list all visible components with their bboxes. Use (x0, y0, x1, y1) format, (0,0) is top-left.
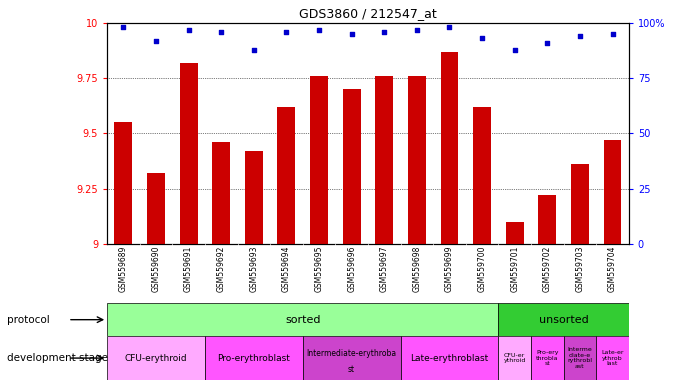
Bar (571, 164, 589, 244)
Point (574, 33, 585, 40)
Bar (180, 63, 198, 244)
Point (118, 24, 129, 30)
Bar (531, 336, 564, 380)
Bar (107, 303, 498, 336)
Bar (440, 52, 458, 244)
Point (509, 46, 520, 53)
Point (314, 26, 325, 33)
Text: sorted: sorted (285, 314, 321, 325)
Bar (278, 107, 296, 244)
Point (477, 35, 488, 41)
Bar (498, 336, 531, 380)
Point (151, 38, 162, 44)
Bar (212, 142, 230, 244)
Point (379, 29, 390, 35)
Bar (564, 336, 596, 380)
Bar (596, 336, 629, 380)
Text: Pro-ery
throbla
st: Pro-ery throbla st (536, 350, 558, 366)
Bar (115, 122, 133, 244)
Text: Late-er
ythrob
last: Late-er ythrob last (601, 350, 624, 366)
Point (183, 26, 194, 33)
Bar (343, 89, 361, 244)
Bar (603, 140, 621, 244)
Bar (408, 76, 426, 244)
Bar (147, 173, 165, 244)
Bar (310, 76, 328, 244)
Point (248, 46, 259, 53)
Text: st: st (348, 365, 355, 374)
Text: protocol: protocol (7, 315, 50, 325)
Bar (506, 222, 524, 244)
Text: Late-erythroblast: Late-erythroblast (410, 354, 489, 362)
Bar (205, 336, 303, 380)
Bar (401, 336, 498, 380)
Bar (538, 195, 556, 244)
Point (216, 29, 227, 35)
Bar (245, 151, 263, 244)
Point (346, 31, 357, 37)
Point (411, 26, 422, 33)
Point (281, 29, 292, 35)
Bar (375, 76, 393, 244)
Text: unsorted: unsorted (539, 314, 589, 325)
Point (542, 40, 553, 46)
Point (607, 31, 618, 37)
Text: Interme
diate-e
rythrobl
ast: Interme diate-e rythrobl ast (567, 347, 592, 369)
Text: development stage: development stage (7, 353, 108, 363)
Text: CFU-erythroid: CFU-erythroid (124, 354, 187, 362)
Bar (473, 107, 491, 244)
Bar (303, 336, 401, 380)
Text: Pro-erythroblast: Pro-erythroblast (218, 354, 290, 362)
Title: GDS3860 / 212547_at: GDS3860 / 212547_at (299, 7, 437, 20)
Bar (498, 303, 629, 336)
Text: Intermediate-erythroba: Intermediate-erythroba (307, 349, 397, 358)
Point (444, 24, 455, 30)
Text: CFU-er
ythroid: CFU-er ythroid (504, 353, 526, 364)
Bar (107, 336, 205, 380)
